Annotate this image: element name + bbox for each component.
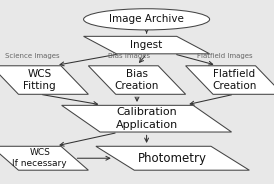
Text: Bias Images: Bias Images (108, 53, 150, 59)
Text: Image Archive: Image Archive (109, 14, 184, 24)
Polygon shape (96, 146, 249, 170)
Polygon shape (186, 66, 274, 94)
Polygon shape (62, 105, 232, 132)
Polygon shape (0, 146, 88, 170)
Polygon shape (88, 66, 186, 94)
Text: Calibration
Application: Calibration Application (115, 107, 178, 130)
Ellipse shape (84, 9, 210, 30)
Text: Science Images: Science Images (5, 53, 60, 59)
Text: WCS
Fitting: WCS Fitting (23, 69, 56, 91)
Polygon shape (0, 66, 88, 94)
Polygon shape (84, 36, 210, 54)
Text: Ingest: Ingest (130, 40, 163, 50)
Text: Flatfield
Creation: Flatfield Creation (212, 69, 256, 91)
Text: Photometry: Photometry (138, 152, 207, 165)
Text: Bias
Creation: Bias Creation (115, 69, 159, 91)
Text: WCS
If necessary: WCS If necessary (12, 148, 67, 168)
Text: Flatfield Images: Flatfield Images (197, 53, 253, 59)
